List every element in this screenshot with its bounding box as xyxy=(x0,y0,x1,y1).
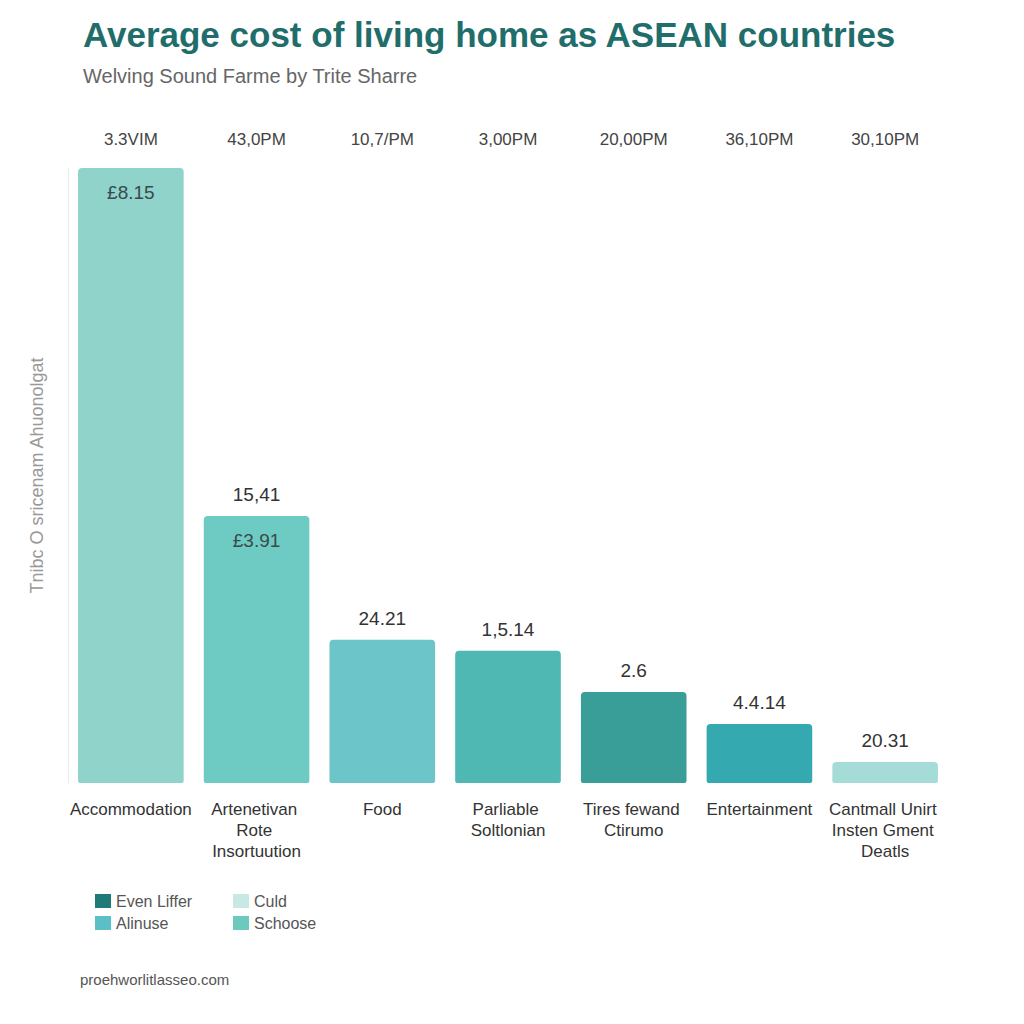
svg-text:proehworlitlasseo.com: proehworlitlasseo.com xyxy=(80,971,229,988)
svg-text:3,00PM: 3,00PM xyxy=(479,130,538,149)
svg-text:43,0PM: 43,0PM xyxy=(227,130,286,149)
svg-text:Tires fewand: Tires fewand xyxy=(583,800,684,819)
svg-text:36,10PM: 36,10PM xyxy=(725,130,793,149)
svg-text:Soltlonian: Soltlonian xyxy=(471,821,546,840)
svg-text:Accommodation: Accommodation xyxy=(70,800,192,819)
svg-text:£8.15: £8.15 xyxy=(107,182,155,203)
svg-text:1,5.14: 1,5.14 xyxy=(482,619,535,640)
svg-text:Insten Gment: Insten Gment xyxy=(832,821,939,840)
svg-text:£3.91: £3.91 xyxy=(233,530,281,551)
svg-text:Rote: Rote xyxy=(236,821,277,840)
svg-text:20,00PM: 20,00PM xyxy=(600,130,668,149)
svg-text:20.31: 20.31 xyxy=(861,730,909,751)
svg-text:24.21: 24.21 xyxy=(359,608,407,629)
svg-text:30,10PM: 30,10PM xyxy=(851,130,919,149)
svg-text:Culd: Culd xyxy=(254,893,287,910)
svg-text:2.6: 2.6 xyxy=(621,660,647,681)
svg-text:Welving Sound Farme by Trite S: Welving Sound Farme by Trite Sharre xyxy=(83,65,417,87)
svg-text:Ctirumo: Ctirumo xyxy=(604,821,664,840)
svg-text:Insortuution: Insortuution xyxy=(212,842,301,861)
svg-text:Alinuse: Alinuse xyxy=(116,915,169,932)
svg-text:Tnibc O sricenam Ahuonolgat: Tnibc O sricenam Ahuonolgat xyxy=(27,357,47,593)
svg-text:Food: Food xyxy=(363,800,402,819)
svg-text:4.4.14: 4.4.14 xyxy=(733,692,786,713)
svg-text:Average cost of living home as: Average cost of living home as ASEAN cou… xyxy=(83,15,895,54)
svg-text:Entertainment: Entertainment xyxy=(707,800,813,819)
svg-text:10,7/PM: 10,7/PM xyxy=(351,130,414,149)
svg-text:Cantmall Unirt: Cantmall Unirt xyxy=(829,800,941,819)
svg-text:Schoose: Schoose xyxy=(254,915,316,932)
svg-text:Deatls: Deatls xyxy=(861,842,909,861)
svg-text:15,41: 15,41 xyxy=(233,484,281,505)
svg-text:3.3VIM: 3.3VIM xyxy=(104,130,158,149)
svg-text:Parliable: Parliable xyxy=(473,800,544,819)
svg-text:Artenetivan: Artenetivan xyxy=(211,800,302,819)
svg-text:Even Liffer: Even Liffer xyxy=(116,893,193,910)
